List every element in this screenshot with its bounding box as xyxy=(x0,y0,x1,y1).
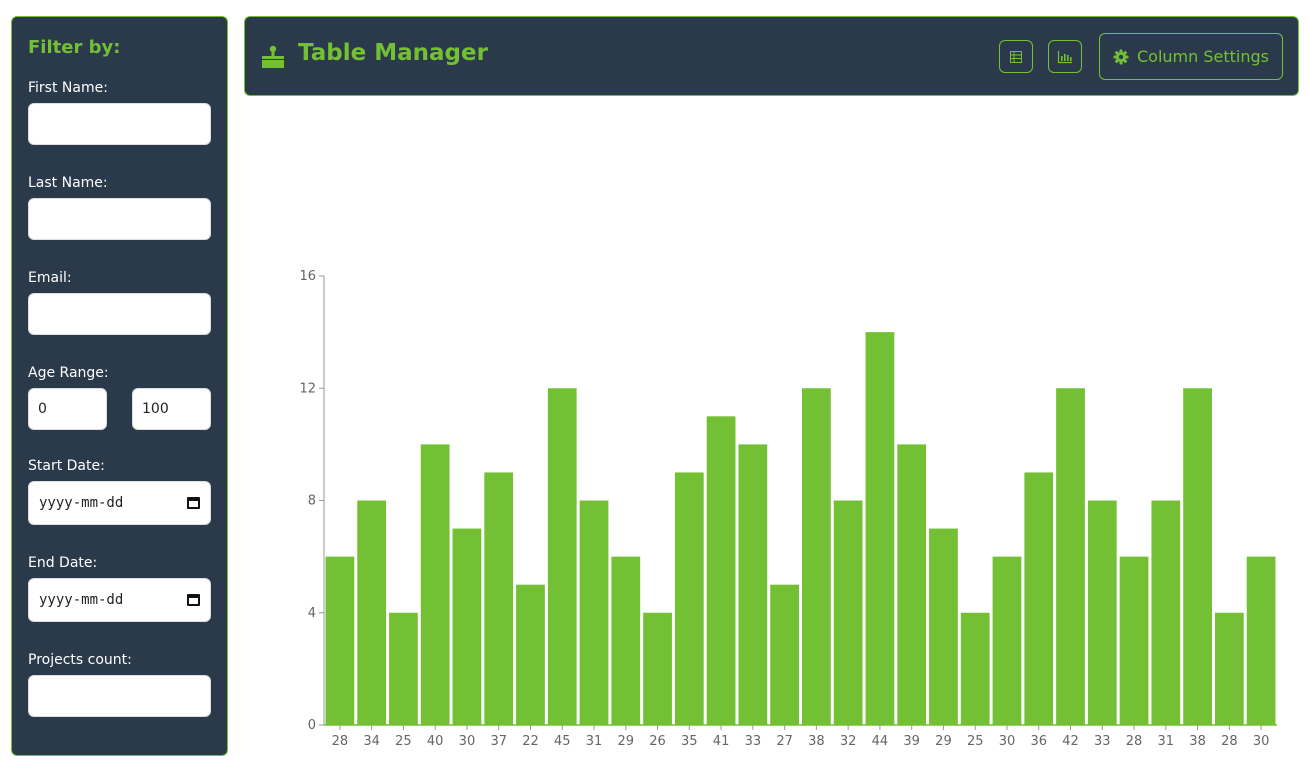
start-date-placeholder: yyyy-mm-dd xyxy=(39,495,124,511)
projects-count-input[interactable] xyxy=(28,675,211,717)
last-name-label: Last Name: xyxy=(28,175,108,191)
bar xyxy=(833,500,863,725)
app-header: Table Manager Column xyxy=(244,16,1299,96)
bar xyxy=(357,500,387,725)
x-tick-label: 30 xyxy=(459,734,476,749)
age-max-input[interactable] xyxy=(132,388,211,430)
age-range-inputs xyxy=(28,388,211,430)
bar xyxy=(1246,556,1276,725)
column-settings-label: Column Settings xyxy=(1137,47,1269,66)
x-tick-label: 28 xyxy=(332,734,349,749)
bar-chart: 0 4 8 12 16 28 34 25 40 30 37 22 45 31 29 26 35 41 33 27 38 3… xyxy=(299,269,1277,749)
table-view-button[interactable] xyxy=(999,40,1033,73)
calendar-icon[interactable] xyxy=(187,594,200,606)
table-icon xyxy=(1010,50,1022,63)
x-tick-label: 26 xyxy=(649,734,666,749)
bar xyxy=(1119,556,1149,725)
x-tick-label: 36 xyxy=(1030,734,1047,749)
bar xyxy=(1214,612,1244,725)
y-tick-label: 16 xyxy=(299,269,316,284)
start-date-input[interactable]: yyyy-mm-dd xyxy=(28,481,211,525)
bar xyxy=(547,388,577,725)
end-date-input[interactable]: yyyy-mm-dd xyxy=(28,578,211,622)
gear-icon xyxy=(1113,49,1129,64)
calendar-icon[interactable] xyxy=(187,497,200,509)
x-tick-label: 31 xyxy=(1158,734,1175,749)
bar xyxy=(325,556,355,725)
last-name-input[interactable] xyxy=(28,198,211,240)
x-tick-label: 31 xyxy=(586,734,603,749)
end-date-label: End Date: xyxy=(28,555,98,571)
column-settings-button[interactable]: Column Settings xyxy=(1099,33,1283,80)
chart-view-button[interactable] xyxy=(1048,40,1082,73)
bar xyxy=(1151,500,1181,725)
table-manager-logo-icon xyxy=(262,45,284,68)
bar xyxy=(960,612,990,725)
x-tick-label: 30 xyxy=(999,734,1016,749)
x-tick-label: 38 xyxy=(1189,734,1206,749)
age-min-input[interactable] xyxy=(28,388,107,430)
bar xyxy=(802,388,831,725)
x-tick-label: 25 xyxy=(395,734,412,749)
x-tick-label: 22 xyxy=(522,734,539,749)
bar-chart-icon xyxy=(1057,50,1072,63)
bar xyxy=(579,500,609,725)
end-date-placeholder: yyyy-mm-dd xyxy=(39,592,124,608)
x-tick-label: 34 xyxy=(363,734,380,749)
bar xyxy=(420,444,450,725)
x-tick-label: 28 xyxy=(1126,734,1143,749)
y-tick-label: 8 xyxy=(308,494,316,509)
email-label: Email: xyxy=(28,270,72,286)
bar xyxy=(389,612,418,725)
x-tick-label: 45 xyxy=(554,734,571,749)
bar xyxy=(770,584,799,725)
bar xyxy=(897,444,927,725)
first-name-input[interactable] xyxy=(28,103,211,145)
x-tick-label: 38 xyxy=(808,734,825,749)
bar xyxy=(992,556,1022,725)
x-tick-label: 39 xyxy=(903,734,920,749)
x-tick-label: 35 xyxy=(681,734,698,749)
bar xyxy=(706,416,736,725)
first-name-label: First Name: xyxy=(28,80,108,96)
bar xyxy=(738,444,768,725)
bar xyxy=(929,528,958,725)
bar xyxy=(1024,472,1054,725)
x-tick-label: 30 xyxy=(1253,734,1270,749)
bar xyxy=(1056,388,1085,725)
bar xyxy=(865,332,895,725)
bar xyxy=(643,612,672,725)
bar xyxy=(452,528,482,725)
x-tick-label: 25 xyxy=(967,734,984,749)
bar xyxy=(516,584,545,725)
x-tick-label: 32 xyxy=(840,734,857,749)
bar xyxy=(1183,388,1212,725)
x-tick-label: 33 xyxy=(1094,734,1111,749)
bar xyxy=(674,472,704,725)
filter-title: Filter by: xyxy=(28,37,121,58)
bar xyxy=(484,472,514,725)
x-tick-label: 40 xyxy=(427,734,444,749)
y-tick-label: 12 xyxy=(299,381,316,396)
x-tick-label: 27 xyxy=(776,734,793,749)
x-tick-label: 29 xyxy=(935,734,952,749)
y-tick-label: 4 xyxy=(308,606,316,621)
x-tick-label: 41 xyxy=(713,734,730,749)
age-range-label: Age Range: xyxy=(28,365,109,381)
start-date-label: Start Date: xyxy=(28,458,105,474)
x-tick-label: 37 xyxy=(490,734,507,749)
x-tick-label: 42 xyxy=(1062,734,1079,749)
x-tick-label: 33 xyxy=(745,734,762,749)
bar xyxy=(1087,500,1117,725)
x-tick-label: 29 xyxy=(618,734,635,749)
filter-sidebar: Filter by: First Name: Last Name: Email:… xyxy=(11,16,228,756)
projects-count-label: Projects count: xyxy=(28,652,132,668)
x-tick-label: 44 xyxy=(872,734,889,749)
bar xyxy=(611,556,641,725)
y-tick-label: 0 xyxy=(308,718,316,733)
page-title: Table Manager xyxy=(298,40,488,66)
email-input[interactable] xyxy=(28,293,211,335)
x-tick-label: 28 xyxy=(1221,734,1238,749)
